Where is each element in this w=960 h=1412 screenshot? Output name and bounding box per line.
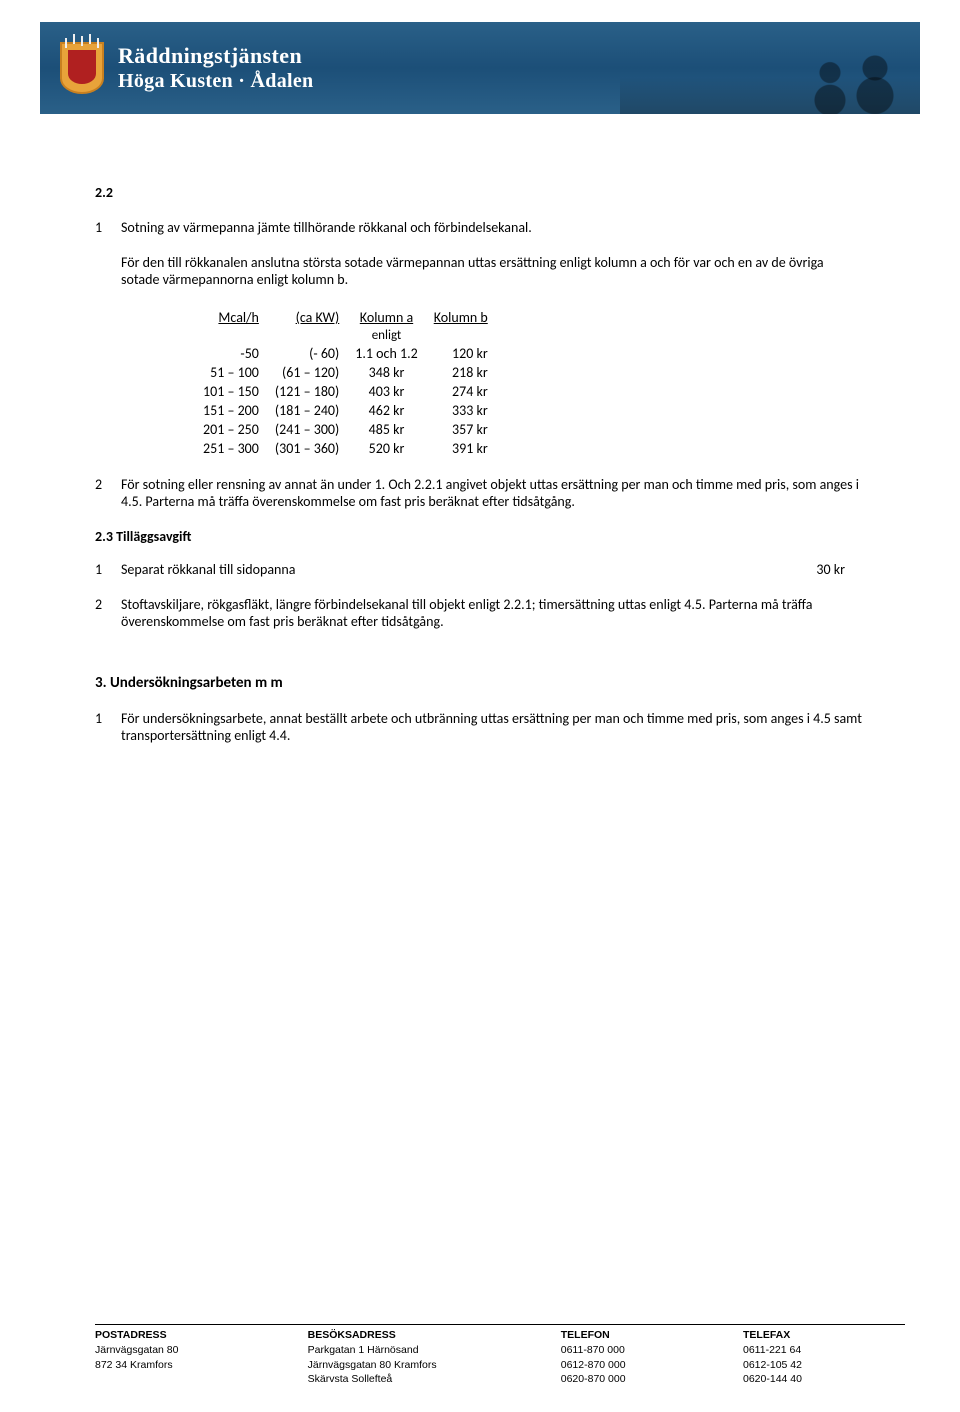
th-kola: Kolumn a [347,308,425,327]
logo-rays [81,36,83,46]
footer-col-telefon: TELEFON 0611-870 000 0612-870 000 0620-8… [561,1329,743,1386]
sec22-item1-num: 1 [95,219,121,236]
footer: POSTADRESS Järnvägsgatan 80 872 34 Kramf… [95,1324,905,1386]
header-banner: Räddningstjänsten Höga Kusten · Ådalen [40,22,920,114]
section-2-2-number: 2.2 [95,184,865,201]
footer-col-besoksadress: BESÖKSADRESS Parkgatan 1 Härnösand Järnv… [308,1329,561,1386]
footer-line: Parkgatan 1 Härnösand [308,1343,561,1357]
footer-line: 0620-144 40 [743,1372,905,1386]
table-subheader-row: enligt [195,327,496,344]
sec3-item1: 1 För undersökningsarbete, annat beställ… [95,710,865,744]
sec23-item2: 2 Stoftavskiljare, rökgasfläkt, längre f… [95,596,865,630]
footer-line: 0612-105 42 [743,1358,905,1372]
sec22-item2-num: 2 [95,476,121,510]
footer-line: 0611-221 64 [743,1343,905,1357]
sec23-item2-num: 2 [95,596,121,630]
footer-line: Skärvsta Sollefteå [308,1372,561,1386]
org-name-line1: Räddningstjänsten [118,42,313,70]
table-row: -50 (- 60) 1.1 och 1.2 120 kr [195,344,496,363]
sec23-item1-text: Separat rökkanal till sidopanna [121,561,745,578]
sec22-item1-text: Sotning av värmepanna jämte tillhörande … [121,219,865,236]
sec22-para2: För den till rökkanalen anslutna största… [121,254,865,288]
section-3-heading: 3. Undersökningsarbeten m m [95,674,865,692]
sec23-item2-text: Stoftavskiljare, rökgasfläkt, längre för… [121,596,865,630]
th-kola-sub: enligt [347,327,425,344]
footer-line: Järnvägsgatan 80 Kramfors [308,1358,561,1372]
th-kw: (ca KW) [267,308,347,327]
footer-label: TELEFAX [743,1329,905,1341]
sec3-item1-text: För undersökningsarbete, annat beställt … [121,710,865,744]
org-name: Räddningstjänsten Höga Kusten · Ådalen [118,42,313,95]
table-row: 201 – 250 (241 – 300) 485 kr 357 kr [195,420,496,439]
table-row: 151 – 200 (181 – 240) 462 kr 333 kr [195,401,496,420]
sec22-item1: 1 Sotning av värmepanna jämte tillhörand… [95,219,865,236]
footer-label: POSTADRESS [95,1329,308,1341]
footer-col-telefax: TELEFAX 0611-221 64 0612-105 42 0620-144… [743,1329,905,1386]
org-name-line2: Höga Kusten · Ådalen [118,69,313,94]
footer-col-postadress: POSTADRESS Järnvägsgatan 80 872 34 Kramf… [95,1329,308,1386]
th-mcal: Mcal/h [195,308,267,327]
sec23-item1-price: 30 kr [745,561,865,578]
sec22-item2-text: För sotning eller rensning av annat än u… [121,476,865,510]
document-content: 2.2 1 Sotning av värmepanna jämte tillhö… [0,114,960,744]
footer-line: 872 34 Kramfors [95,1358,308,1372]
table-row: 101 – 150 (121 – 180) 403 kr 274 kr [195,382,496,401]
footer-line: 0620-870 000 [561,1372,743,1386]
org-logo [60,42,104,94]
footer-rule [95,1324,905,1325]
table-header-row: Mcal/h (ca KW) Kolumn a Kolumn b [195,308,496,327]
sec23-item1: 1 Separat rökkanal till sidopanna 30 kr [95,561,865,578]
section-2-3-heading: 2.3 Tilläggsavgift [95,528,865,545]
sec23-item1-num: 1 [95,561,121,578]
footer-line: 0611-870 000 [561,1343,743,1357]
table-row: 251 – 300 (301 – 360) 520 kr 391 kr [195,439,496,458]
table-row: 51 – 100 (61 – 120) 348 kr 218 kr [195,363,496,382]
sec3-item1-num: 1 [95,710,121,744]
footer-label: TELEFON [561,1329,743,1341]
rate-table: Mcal/h (ca KW) Kolumn a Kolumn b enligt … [195,308,496,458]
footer-line: 0612-870 000 [561,1358,743,1372]
footer-line: Järnvägsgatan 80 [95,1343,308,1357]
sec22-item2: 2 För sotning eller rensning av annat än… [95,476,865,510]
footer-columns: POSTADRESS Järnvägsgatan 80 872 34 Kramf… [95,1329,905,1386]
footer-label: BESÖKSADRESS [308,1329,561,1341]
th-kolb: Kolumn b [426,308,496,327]
